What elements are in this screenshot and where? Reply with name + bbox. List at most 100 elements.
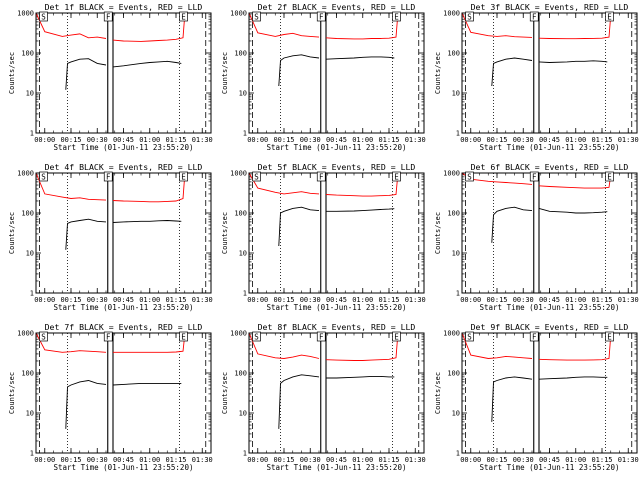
x-tick-label: 01:00 [565, 136, 586, 144]
y-tick-label: 10 [26, 90, 34, 98]
x-tick-label: 00:15 [60, 136, 81, 144]
plot-frame [461, 332, 638, 454]
x-tick-label: 00:30 [300, 456, 321, 464]
series-line-lld [248, 332, 402, 361]
series-line-lld [248, 12, 402, 40]
marker-f: F [532, 13, 537, 22]
marker-s: S [467, 173, 472, 182]
x-tick-label: 01:00 [352, 136, 373, 144]
series-line-lld [35, 172, 189, 203]
plot-frame [461, 12, 638, 134]
panel-det-6: Det 6f BLACK = Events, RED = LLD Counts/s… [434, 162, 639, 312]
y-tick-label: 10 [452, 90, 460, 98]
y-tick-label: 1000 [17, 170, 34, 178]
marker-e: E [181, 173, 186, 182]
marker-s: S [254, 333, 259, 342]
y-tick-label: 1 [243, 450, 247, 458]
plot-frame [461, 172, 638, 294]
x-tick-label: 00:00 [247, 296, 268, 304]
y-tick-label: 100 [234, 210, 247, 218]
y-axis-label: Counts/sec [8, 372, 16, 414]
x-tick-label: 00:15 [60, 296, 81, 304]
series-line-events [278, 206, 395, 247]
x-tick-label: 00:00 [247, 456, 268, 464]
x-axis-label: Start Time (01-Jun-11 23:55:20) [54, 303, 194, 312]
marker-box [529, 11, 539, 22]
x-tick-label: 01:15 [165, 456, 186, 464]
panel-det-7: Det 7f BLACK = Events, RED = LLD Counts/s… [8, 322, 213, 472]
x-tick-label: 00:00 [34, 136, 55, 144]
panel-title: Det 9f BLACK = Events, RED = LLD [471, 322, 629, 332]
y-tick-label: 10 [26, 410, 34, 418]
y-tick-label: 1000 [443, 170, 460, 178]
marker-box [103, 11, 113, 22]
y-tick-label: 1 [456, 450, 460, 458]
x-tick-label: 00:30 [300, 296, 321, 304]
x-tick-label: 01:30 [405, 456, 426, 464]
series-line-events [278, 54, 395, 87]
series-line-events [491, 206, 608, 243]
panel-det-4: Det 4f BLACK = Events, RED = LLD Counts/s… [8, 162, 213, 312]
marker-s: S [41, 333, 46, 342]
plot-frame [35, 12, 212, 134]
marker-e: E [181, 13, 186, 22]
y-tick-label: 10 [26, 250, 34, 258]
x-tick-label: 00:45 [113, 456, 134, 464]
marker-box [103, 171, 113, 182]
y-axis-label: Counts/sec [221, 212, 229, 254]
panel-title: Det 3f BLACK = Events, RED = LLD [471, 2, 629, 12]
x-tick-label: 00:00 [34, 456, 55, 464]
panel-title: Det 6f BLACK = Events, RED = LLD [471, 162, 629, 172]
y-tick-label: 100 [21, 50, 34, 58]
x-tick-label: 01:30 [618, 296, 639, 304]
x-tick-label: 01:30 [192, 136, 213, 144]
x-tick-label: 00:45 [539, 296, 560, 304]
x-tick-label: 01:30 [405, 296, 426, 304]
marker-f: F [532, 173, 537, 182]
x-tick-label: 00:00 [460, 136, 481, 144]
y-tick-label: 100 [21, 370, 34, 378]
marker-box [605, 11, 614, 22]
x-tick-label: 00:45 [113, 136, 134, 144]
x-tick-label: 01:00 [565, 456, 586, 464]
panel-det-1: Det 1f BLACK = Events, RED = LLD Counts/s… [8, 2, 213, 152]
x-tick-label: 01:15 [378, 456, 399, 464]
panel-det-8: Det 8f BLACK = Events, RED = LLD Counts/s… [221, 322, 426, 472]
x-tick-label: 01:15 [165, 296, 186, 304]
series-line-events [278, 374, 395, 429]
y-tick-label: 100 [234, 50, 247, 58]
x-tick-label: 00:15 [486, 456, 507, 464]
y-tick-label: 1000 [443, 10, 460, 18]
plot-frame [248, 172, 425, 294]
marker-s: S [254, 13, 259, 22]
marker-s: S [41, 13, 46, 22]
panel-det-9: Det 9f BLACK = Events, RED = LLD Counts/s… [434, 322, 639, 472]
x-tick-label: 00:15 [60, 456, 81, 464]
y-tick-label: 1 [243, 130, 247, 138]
y-tick-label: 1 [30, 450, 34, 458]
x-tick-label: 00:45 [539, 456, 560, 464]
x-tick-label: 00:45 [113, 296, 134, 304]
x-tick-label: 00:15 [273, 136, 294, 144]
x-tick-label: 01:15 [591, 296, 612, 304]
marker-box [605, 171, 614, 182]
x-tick-label: 00:00 [460, 456, 481, 464]
panel-title: Det 7f BLACK = Events, RED = LLD [45, 322, 203, 332]
marker-box [179, 11, 188, 22]
x-tick-label: 01:30 [618, 136, 639, 144]
x-tick-label: 01:15 [591, 456, 612, 464]
series-line-lld [248, 172, 402, 197]
x-tick-label: 00:30 [513, 296, 534, 304]
series-line-lld [35, 12, 189, 42]
marker-box [39, 11, 48, 22]
marker-box [252, 331, 261, 342]
x-tick-label: 00:30 [300, 136, 321, 144]
y-tick-label: 1 [30, 130, 34, 138]
y-tick-label: 100 [447, 50, 460, 58]
x-tick-label: 00:45 [326, 136, 347, 144]
series-line-events [491, 57, 608, 87]
marker-box [529, 331, 539, 342]
panel-det-2: Det 2f BLACK = Events, RED = LLD Counts/s… [221, 2, 426, 152]
plot-frame [248, 12, 425, 134]
y-tick-label: 1000 [230, 10, 247, 18]
